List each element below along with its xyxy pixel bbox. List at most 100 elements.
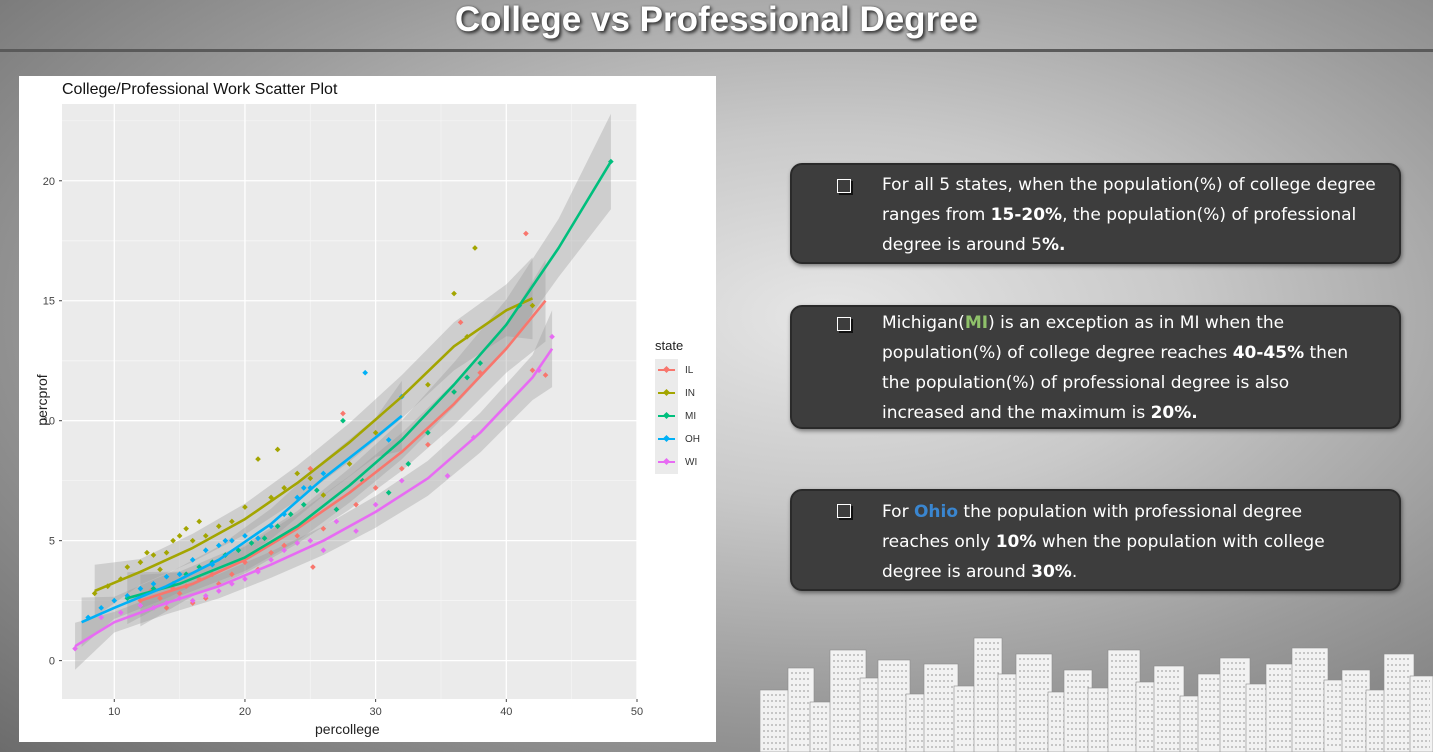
data-point-wi: [215, 588, 222, 594]
data-point-il: [294, 533, 301, 539]
callout-text-segment: the population with professional degree …: [882, 502, 1303, 552]
data-point-mi: [451, 389, 457, 395]
data-point-wi: [189, 597, 196, 604]
callout-highlight: 15-20%: [990, 205, 1063, 225]
legend-item-wi: WI: [655, 451, 700, 474]
y-tick-label: 20: [43, 176, 55, 188]
callout-box: For Ohio the population with professiona…: [790, 489, 1401, 591]
data-point-in: [144, 549, 150, 556]
legend-key: [655, 359, 678, 382]
legend-marker: [662, 457, 671, 466]
data-point-il: [320, 525, 327, 532]
legend-label: IN: [685, 388, 695, 399]
data-point-mi: [261, 535, 268, 542]
data-point-wi: [320, 547, 327, 554]
checkbox-bullet-icon: [837, 179, 851, 193]
scatter-plot: 10 20 30 40 50 0 5 10 15 20: [43, 104, 643, 718]
confidence-band-il: [140, 259, 546, 627]
y-tick-label: 10: [43, 416, 55, 428]
data-point-in: [170, 537, 176, 544]
scatter-plot-panel: 10 20 30 40 50 0 5 10 15 20 College/Professional …: [19, 76, 716, 742]
data-point-il: [157, 595, 163, 602]
building-shape: [1409, 675, 1433, 752]
data-point-il: [529, 367, 536, 374]
checkbox-bullet-icon: [837, 504, 851, 518]
legend-key: [655, 428, 678, 451]
data-point-mi: [405, 461, 412, 467]
data-point-il: [281, 542, 287, 549]
legend-title: state: [655, 338, 684, 353]
data-point-mi: [314, 487, 320, 494]
data-point-mi: [340, 417, 346, 424]
data-point-wi: [333, 518, 340, 525]
legend-item-in: IN: [655, 382, 700, 405]
slide-title: College vs Professional Degree: [454, 0, 979, 39]
legend-key: [655, 405, 678, 428]
data-point-oh: [163, 573, 170, 580]
legend-marker: [662, 388, 671, 397]
data-point-il: [307, 465, 314, 472]
data-point-oh: [385, 437, 392, 443]
data-point-wi: [372, 501, 379, 508]
city-skyline-image: [760, 637, 1433, 752]
callout-text: For Ohio the population with professiona…: [882, 497, 1349, 587]
title-bar: College vs Professional Degree: [0, 0, 1433, 52]
confidence-band-in: [94, 257, 533, 618]
callout-text-segment: .: [1071, 562, 1078, 582]
data-point-wi: [398, 477, 405, 484]
data-point-mi: [287, 511, 294, 518]
data-point-wi: [98, 614, 105, 621]
data-point-il: [523, 230, 529, 237]
data-point-oh: [229, 537, 235, 544]
legend-item-mi: MI: [655, 405, 700, 428]
legend-item-oh: OH: [655, 428, 700, 451]
data-point-il: [457, 319, 464, 326]
callout-text-segment: when the population with college degree …: [882, 532, 1325, 582]
building-shape: [1291, 647, 1329, 752]
callout-text-segment: For: [882, 502, 914, 522]
callout-text-segment: Michigan(: [882, 313, 965, 333]
data-point-in: [372, 429, 379, 436]
callout-highlight: Ohio: [913, 502, 959, 522]
building-shape: [787, 667, 815, 752]
x-axis-label: percollege: [315, 721, 380, 737]
data-point-il: [542, 372, 549, 378]
data-point-in: [196, 518, 203, 525]
data-point-wi: [242, 576, 248, 582]
legend-label: IL: [685, 365, 694, 376]
data-point-oh: [176, 571, 183, 578]
data-point-in: [451, 290, 457, 297]
legend-item-il: IL: [655, 359, 700, 382]
data-point-in: [137, 559, 144, 566]
building-shape: [1383, 653, 1415, 752]
data-point-in: [255, 456, 261, 462]
legend-label: MI: [685, 411, 697, 422]
data-point-wi: [444, 473, 451, 479]
data-point-in: [163, 549, 170, 556]
building-shape: [760, 689, 791, 752]
fit-line-mi: [126, 160, 613, 600]
data-point-il: [353, 501, 359, 508]
callout-text-segment: For all 5 states, when the population(%)…: [882, 175, 1376, 225]
building-shape: [877, 659, 911, 752]
legend-label: WI: [685, 457, 698, 468]
x-tick-label: 20: [239, 706, 251, 718]
data-point-oh: [255, 535, 261, 542]
callout-text-segment: then the population(%) of professional d…: [882, 343, 1349, 423]
data-point-il: [398, 465, 405, 472]
data-point-in: [202, 533, 209, 539]
callout-box: For all 5 states, when the population(%)…: [790, 163, 1401, 264]
building-shape: [1153, 665, 1185, 752]
data-point-in: [183, 525, 189, 532]
building-shape: [1107, 649, 1141, 752]
building-shape: [923, 663, 959, 752]
chart-title: College/Professional Work Scatter Plot: [62, 81, 338, 98]
callout-text: Michigan(MI) is an exception as in MI wh…: [882, 308, 1365, 428]
callout-text: For all 5 states, when the population(%)…: [882, 170, 1389, 260]
data-point-il: [310, 564, 316, 570]
fit-line-in: [94, 297, 534, 593]
data-point-oh: [137, 585, 144, 592]
data-point-in: [529, 302, 536, 309]
data-point-in: [242, 504, 248, 510]
data-point-in: [157, 566, 163, 573]
